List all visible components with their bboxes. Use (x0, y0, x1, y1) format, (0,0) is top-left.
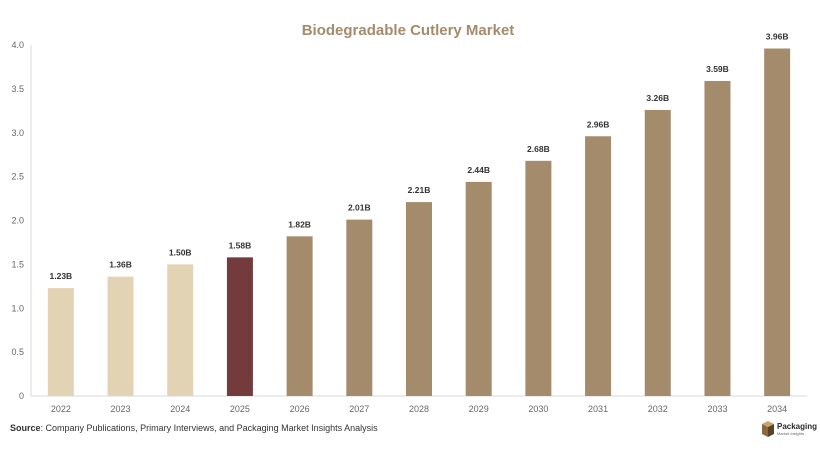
data-label-2034: 3.96B (766, 32, 789, 42)
bar-2026 (286, 236, 313, 396)
x-tick-label-2030: 2030 (528, 404, 548, 414)
bar-2025 (226, 257, 253, 396)
source-note: Source: Company Publications, Primary In… (10, 423, 378, 433)
y-tick-label: 4.0 (11, 40, 24, 50)
y-tick-label: 3.0 (11, 128, 24, 138)
data-label-2025: 1.58B (229, 240, 252, 250)
bar-2027 (346, 219, 373, 396)
y-tick-label: 2.0 (11, 216, 24, 226)
bar-chart: Biodegradable Cutlery Market 0 0.5 1.0 1.5 2… (11, 22, 807, 414)
data-label-2027: 2.01B (348, 203, 371, 213)
y-tick-label: 0 (19, 391, 24, 401)
bar-2023 (107, 276, 134, 396)
x-tick-label-2023: 2023 (111, 404, 131, 414)
data-label-2031: 2.96B (587, 119, 610, 129)
data-label-2032: 3.26B (646, 93, 669, 103)
x-tick-label-2025: 2025 (230, 404, 250, 414)
logo-tagline: Market Insights (777, 430, 805, 436)
x-tick-label-2033: 2033 (707, 404, 727, 414)
bar-2034 (764, 48, 791, 396)
y-tick-label: 2.5 (11, 172, 24, 182)
x-tick-label-2026: 2026 (290, 404, 310, 414)
x-tick-label-2028: 2028 (409, 404, 429, 414)
x-tick-label-2034: 2034 (767, 404, 787, 414)
bar-2022 (47, 288, 74, 396)
data-label-2022: 1.23B (50, 271, 73, 281)
bar-2031 (585, 136, 612, 396)
bar-2028 (406, 202, 432, 396)
data-label-2030: 2.68B (527, 144, 550, 154)
data-label-2024: 1.50B (169, 247, 192, 257)
data-label-2026: 1.82B (288, 219, 311, 229)
brand-logo: Packaging Market Insights (762, 421, 817, 437)
bar-2029 (465, 181, 492, 396)
data-label-2029: 2.44B (467, 165, 490, 175)
source-text: : Company Publications, Primary Intervie… (40, 423, 378, 433)
data-label-2028: 2.21B (408, 185, 431, 195)
data-label-2023: 1.36B (109, 260, 132, 270)
bar-2033 (704, 80, 731, 396)
x-tick-label-2022: 2022 (51, 404, 71, 414)
x-tick-label-2032: 2032 (648, 404, 668, 414)
y-tick-label: 1.5 (11, 259, 24, 269)
data-labels: 1.23B 1.36B 1.50B 1.58B 1.82B 2.01B 2.21B 2.44B… (50, 32, 789, 282)
logo-name: Packaging (777, 421, 818, 431)
x-tick-label-2024: 2024 (170, 404, 190, 414)
y-tick-label: 0.5 (11, 347, 24, 357)
x-tick-label-2031: 2031 (588, 404, 608, 414)
bar-2032 (644, 109, 671, 396)
box-logo-icon (762, 421, 774, 437)
source-label: Source (10, 423, 41, 433)
x-axis: 2022 2023 2024 2025 2026 2027 2028 2029 2030 2031… (31, 395, 807, 414)
x-tick-label-2027: 2027 (349, 404, 369, 414)
bars (47, 48, 791, 396)
chart-title: Biodegradable Cutlery Market (302, 22, 515, 39)
y-tick-label: 3.5 (11, 84, 24, 94)
y-axis: 0 0.5 1.0 1.5 2.0 2.5 3.0 3.5 4.0 (11, 40, 32, 401)
bar-2024 (167, 264, 194, 396)
y-tick-label: 1.0 (11, 303, 24, 313)
x-tick-label-2029: 2029 (469, 404, 489, 414)
data-label-2033: 3.59B (706, 64, 729, 74)
bar-2030 (525, 160, 552, 396)
